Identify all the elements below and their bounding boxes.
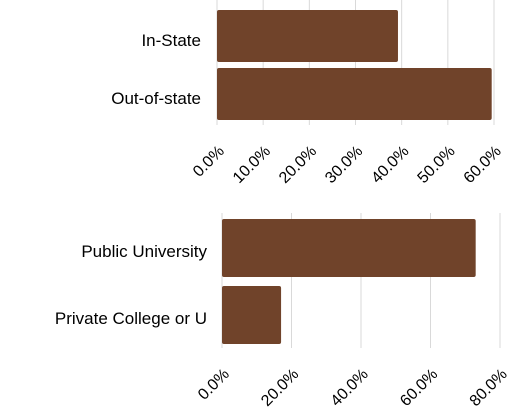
x-tick-label: 30.0% (322, 143, 366, 187)
x-tick-label: 60.0% (461, 143, 505, 187)
category-label: Out-of-state (111, 89, 201, 108)
x-tick-label: 0.0% (195, 366, 233, 404)
x-tick-label: 60.0% (397, 366, 441, 410)
x-tick-label: 0.0% (190, 143, 228, 181)
x-tick-label: 40.0% (368, 143, 412, 187)
category-label: Private College or U (55, 309, 207, 328)
bar-private-college-or-u (222, 286, 282, 344)
category-label: Public University (81, 242, 207, 261)
category-label: In-State (141, 31, 201, 50)
bar-out-of-state (217, 68, 492, 120)
bar-in-state (217, 10, 398, 62)
x-tick-label: 10.0% (230, 143, 274, 187)
x-tick-label: 50.0% (415, 143, 459, 187)
x-tick-label: 40.0% (328, 366, 372, 410)
x-tick-label: 20.0% (258, 366, 302, 410)
bar-public-university (222, 219, 476, 277)
residency-chart: In-State Out-of-state 0.0% 10.0% 20.0% 30.0% 4… (111, 0, 505, 187)
x-tick-label: 80.0% (467, 366, 511, 410)
x-tick-label: 20.0% (276, 143, 320, 187)
institution-type-chart: Public University Private College or U 0.0… (55, 213, 511, 410)
